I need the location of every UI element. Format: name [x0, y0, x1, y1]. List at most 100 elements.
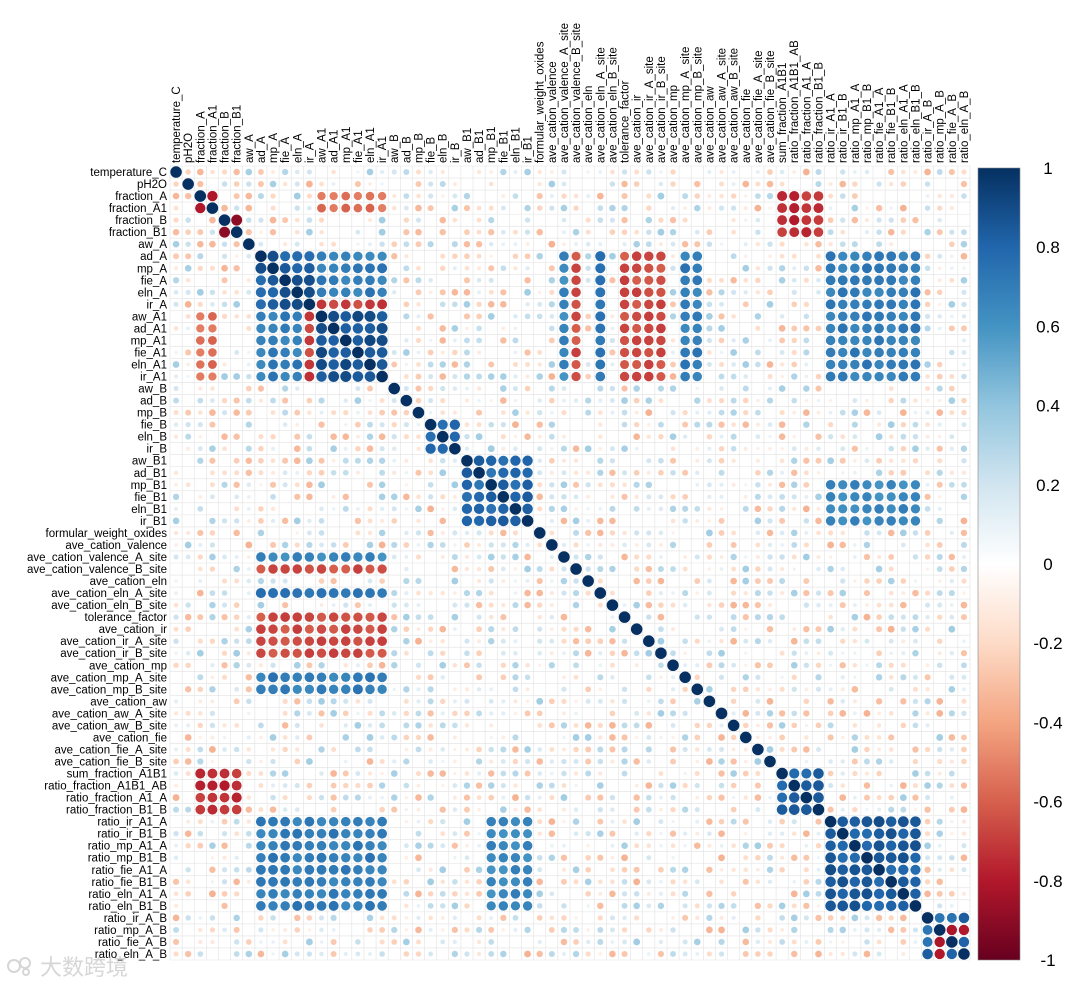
- corr-cell: [658, 181, 664, 187]
- corr-cell: [255, 287, 267, 298]
- corr-cell: [268, 901, 278, 911]
- corr-cell: [548, 662, 555, 669]
- colorbar: 10.80.60.40.20-0.2-0.4-0.6-0.8-1: [977, 159, 1063, 970]
- corr-cell: [656, 359, 666, 370]
- corr-cell: [791, 337, 797, 344]
- corr-cell: [536, 915, 543, 921]
- corr-cell: [174, 543, 178, 547]
- corr-cell: [561, 398, 566, 403]
- corr-cell: [377, 552, 387, 562]
- corr-cell: [680, 251, 690, 261]
- column-label: ave_cation_ir: [632, 94, 644, 163]
- corr-cell: [561, 758, 567, 765]
- corr-cell: [233, 481, 240, 488]
- corr-cell: [731, 915, 736, 920]
- corr-cell: [415, 385, 422, 392]
- corr-cell: [561, 903, 567, 909]
- column-label: ratio_ir_A_B: [923, 99, 935, 163]
- corr-cell: [379, 422, 385, 428]
- corr-cell: [316, 684, 327, 695]
- corr-cell: [912, 433, 919, 440]
- corr-cell: [850, 504, 860, 514]
- corr-cell: [500, 782, 506, 789]
- corr-cell: [451, 481, 459, 489]
- corr-cell: [861, 851, 873, 864]
- corr-cell: [355, 434, 360, 439]
- corr-cell: [461, 491, 472, 502]
- corr-cell: [682, 602, 688, 608]
- corr-cell: [427, 902, 434, 909]
- corr-cell: [304, 684, 315, 694]
- corr-cell: [707, 602, 712, 608]
- corr-cell: [609, 650, 616, 656]
- corr-cell: [304, 864, 315, 875]
- corr-cell: [910, 287, 921, 298]
- corr-cell: [755, 229, 761, 235]
- corr-cell: [619, 263, 630, 274]
- corr-cell: [960, 325, 967, 332]
- corr-cell: [477, 807, 481, 812]
- corr-cell: [949, 194, 954, 199]
- corr-cell: [791, 950, 798, 958]
- corr-cell: [779, 939, 786, 945]
- corr-cell: [622, 939, 627, 945]
- corr-cell: [234, 518, 240, 524]
- corr-cell: [392, 446, 397, 451]
- corr-cell: [864, 530, 870, 536]
- corr-cell: [597, 638, 604, 645]
- corr-cell: [525, 579, 530, 584]
- corr-cell: [280, 311, 291, 322]
- corr-cell: [960, 445, 968, 452]
- corr-cell: [924, 506, 931, 512]
- corr-cell: [463, 313, 471, 320]
- corr-cell: [744, 555, 748, 559]
- corr-cell: [584, 445, 592, 453]
- corr-cell: [355, 663, 360, 668]
- corr-cell: [706, 301, 713, 308]
- corr-cell: [196, 348, 205, 357]
- corr-cell: [257, 950, 265, 958]
- corr-cell: [900, 181, 907, 187]
- corr-cell: [464, 698, 470, 704]
- corr-cell: [561, 698, 567, 704]
- corr-cell: [258, 457, 264, 464]
- corr-cell: [560, 517, 568, 525]
- corr-cell: [900, 217, 907, 224]
- corr-cell: [779, 458, 785, 464]
- column-label: ave_cation_ir_A_site: [644, 56, 656, 163]
- corr-cell: [864, 927, 870, 933]
- corr-cell: [476, 795, 482, 801]
- corr-cell: [682, 566, 688, 572]
- row-label: ave_cation_aw_B_site: [52, 720, 167, 732]
- corr-cell: [825, 323, 836, 334]
- corr-cell: [548, 265, 555, 272]
- corr-cell: [910, 275, 921, 286]
- corr-cell: [184, 830, 192, 837]
- corr-cell: [779, 505, 786, 512]
- corr-cell: [742, 301, 749, 308]
- corr-cell: [306, 662, 313, 669]
- corr-cell: [718, 746, 725, 752]
- corr-cell: [573, 554, 579, 560]
- corr-cell: [341, 828, 351, 839]
- corr-cell: [634, 410, 639, 415]
- colorbar-gradient: [977, 167, 1021, 961]
- corr-cell: [354, 397, 362, 404]
- row-label: ave_cation_fie_B_site: [54, 757, 167, 769]
- corr-cell: [197, 830, 204, 837]
- corr-cell: [874, 335, 885, 346]
- column-label: ad_A1: [329, 130, 341, 163]
- corr-cell: [259, 940, 263, 944]
- corr-cell: [912, 770, 919, 777]
- corr-cell: [558, 551, 570, 563]
- corr-cell: [874, 900, 885, 911]
- column-label: ave_cation_fie_B_site: [765, 50, 777, 163]
- corr-cell: [742, 950, 749, 957]
- corr-cell: [958, 936, 970, 948]
- corr-cell: [500, 373, 507, 380]
- corr-cell: [792, 434, 796, 439]
- corr-cell: [307, 410, 312, 415]
- corr-cell: [365, 828, 375, 839]
- corr-cell: [367, 710, 373, 716]
- corr-cell: [307, 518, 312, 524]
